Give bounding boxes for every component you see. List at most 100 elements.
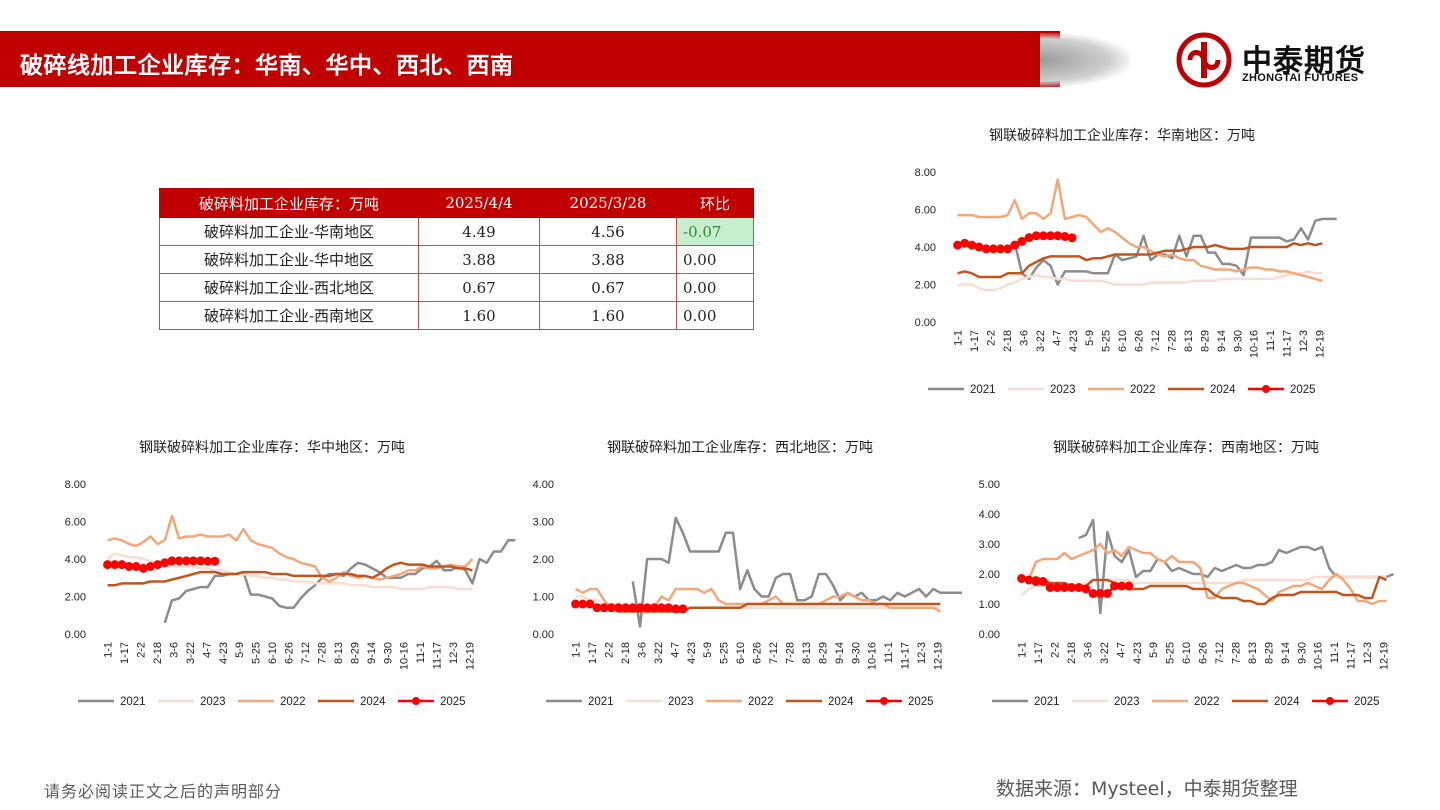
legend-label: 2021 [588, 696, 614, 708]
series-point-2025 [1010, 240, 1020, 250]
x-tick-label: 7-28 [1166, 330, 1178, 352]
series-point-2025 [1017, 236, 1027, 246]
series-point-2025 [110, 560, 120, 570]
x-tick-label: 7-12 [1214, 642, 1226, 664]
y-tick-label: 2.00 [979, 569, 1000, 581]
series-point-2025 [974, 242, 984, 252]
series-point-2025 [635, 603, 645, 613]
x-tick-label: 4-23 [686, 642, 698, 664]
x-tick-label: 5-25 [1165, 642, 1177, 664]
series-point-2025 [167, 556, 177, 566]
series-point-2025 [1102, 589, 1112, 598]
table-row: 破碎料加工企业-西南地区 1.60 1.60 0.00 [159, 301, 754, 330]
x-tick-label: 4-7 [669, 642, 681, 658]
title-bar-shadow [1040, 33, 1130, 87]
disclaimer-text: 请务必阅读正文之后的声明部分 [44, 782, 283, 801]
series-point-2025 [996, 244, 1005, 254]
series-point-2025 [571, 599, 581, 609]
y-tick-label: 4.00 [915, 242, 936, 254]
x-tick-label: 5-25 [1101, 330, 1113, 352]
x-tick-label: 3-6 [1082, 642, 1094, 658]
series-line-2021 [163, 539, 516, 624]
legend-label: 2021 [970, 384, 996, 396]
series-point-2025 [210, 556, 220, 566]
x-tick-label: 7-28 [316, 642, 328, 664]
x-tick-label: 9-14 [1280, 642, 1292, 664]
table-cell: 3.88 [539, 245, 677, 274]
series-point-2025 [174, 556, 184, 566]
x-tick-label: 3-6 [636, 642, 648, 658]
series-line-2023 [957, 270, 1323, 292]
series-point-2025 [592, 603, 602, 613]
series-point-2025 [1031, 231, 1041, 241]
table-cell: 破碎料加工企业-西北地区 [159, 273, 419, 302]
company-logo: 中泰期货 ZHONGTAI FUTURES [1176, 32, 1396, 88]
series-line-2021 [1013, 217, 1337, 286]
x-tick-label: 5-9 [702, 642, 714, 658]
legend-label: 2021 [120, 696, 146, 708]
x-tick-label: 2-2 [1049, 642, 1061, 658]
series-point-2025 [664, 603, 674, 613]
y-tick-label: 3.00 [979, 539, 1000, 551]
series-point-2025 [138, 563, 148, 573]
x-tick-label: 6-10 [1181, 642, 1193, 664]
series-point-2025 [599, 603, 609, 613]
series-point-2025 [1117, 581, 1127, 591]
x-tick-label: 8-13 [333, 642, 345, 664]
y-tick-label: 2.00 [533, 554, 554, 566]
table-row: 破碎料加工企业-西北地区 0.67 0.67 0.00 [159, 273, 754, 302]
x-tick-label: 12-19 [465, 642, 477, 670]
series-point-2025 [1074, 583, 1084, 592]
chart-southwest: 钢联破碎料加工企业库存：西南地区：万吨 0.00 1.00 2.00 3.00 4.00 5… [966, 430, 1406, 720]
x-tick-label: 11-17 [900, 642, 912, 669]
x-tick-label: 6-26 [752, 642, 764, 664]
series-point-2025 [1045, 583, 1055, 592]
table-header-cell: 2025/4/4 [418, 188, 540, 218]
x-tick-label: 11-1 [883, 642, 895, 663]
inventory-table: 破碎料加工企业库存：万吨 2025/4/4 2025/3/28 环比 破碎料加工… [159, 188, 754, 330]
legend-marker-2025 [1326, 697, 1334, 705]
table-header-row: 破碎料加工企业库存：万吨 2025/4/4 2025/3/28 环比 [159, 188, 754, 218]
x-tick-label: 4-23 [1068, 330, 1080, 352]
x-tick-label: 3-22 [1099, 642, 1111, 664]
y-tick-label: 2.00 [915, 280, 936, 292]
table-cell-change: -0.07 [676, 217, 754, 246]
x-tick-label: 2-2 [135, 642, 147, 658]
x-tick-label: 10-16 [1249, 330, 1261, 358]
x-tick-label: 11-1 [415, 642, 427, 663]
legend-label: 2022 [748, 696, 774, 708]
x-tick-label: 11-1 [1265, 330, 1277, 351]
x-tick-label: 3-22 [185, 642, 197, 664]
x-tick-label: 4-7 [1115, 642, 1127, 658]
series-point-2025 [960, 238, 970, 248]
legend-label: 2024 [828, 696, 854, 708]
x-tick-label: 8-29 [817, 642, 829, 664]
series-point-2025 [621, 603, 631, 613]
x-tick-label: 12-3 [1362, 642, 1374, 664]
x-tick-label: 1-1 [103, 642, 115, 658]
series-point-2025 [1053, 231, 1063, 241]
legend-marker-2025 [1262, 385, 1270, 393]
x-tick-label: 7-28 [1230, 642, 1242, 664]
series-point-2025 [203, 556, 213, 566]
series-point-2025 [1003, 244, 1013, 254]
y-tick-label: 0.00 [533, 629, 554, 641]
x-tick-label: 9-14 [1216, 330, 1228, 352]
table-cell: 破碎料加工企业-西南地区 [159, 301, 419, 330]
series-point-2025 [656, 603, 666, 613]
x-tick-label: 11-17 [1282, 330, 1294, 357]
x-tick-label: 10-16 [399, 642, 411, 670]
chart-northwest: 钢联破碎料加工企业库存：西北地区：万吨 0.00 1.00 2.00 3.00 4.00 1… [520, 430, 962, 720]
legend-label: 2022 [1130, 384, 1156, 396]
series-point-2025 [1095, 589, 1105, 598]
x-tick-label: 1-17 [587, 642, 599, 664]
y-tick-label: 1.00 [979, 599, 1000, 611]
series-point-2025 [585, 599, 595, 609]
series-point-2025 [1017, 574, 1027, 583]
series-point-2025 [1067, 583, 1077, 592]
page-title: 破碎线加工企业库存：华南、华中、西北、西南 [20, 53, 514, 79]
x-tick-label: 3-22 [1035, 330, 1047, 352]
x-tick-label: 3-6 [168, 642, 180, 658]
x-tick-label: 12-3 [448, 642, 460, 664]
x-tick-label: 4-7 [1051, 330, 1063, 346]
